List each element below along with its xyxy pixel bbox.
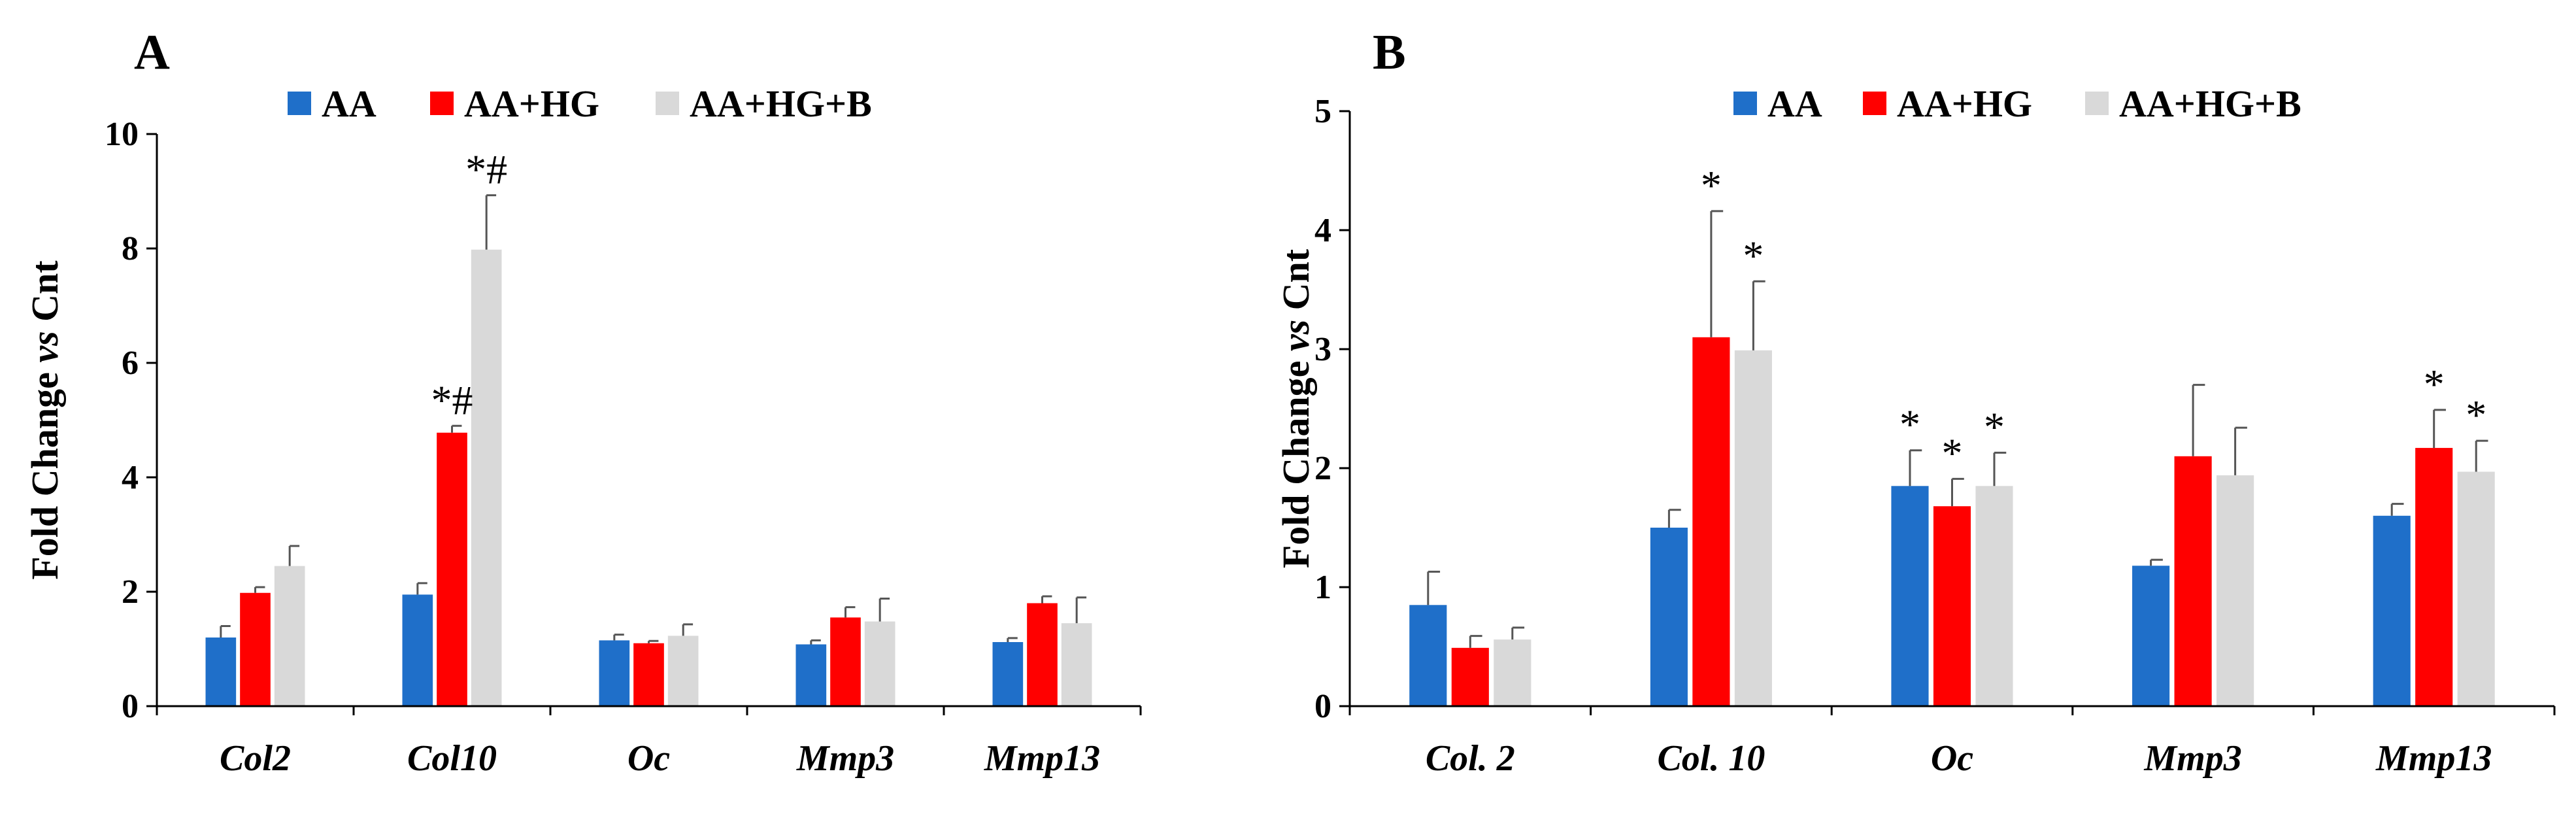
bar: [992, 642, 1024, 706]
bar: [599, 640, 630, 706]
y-axis-title-part: Cnt: [1275, 248, 1317, 320]
bar: [471, 249, 502, 706]
bar: [1975, 486, 2013, 706]
legend-swatch: [288, 92, 311, 115]
bar: [2457, 471, 2495, 706]
bar: [1891, 486, 1929, 706]
significance-marker: *: [1942, 430, 1963, 476]
significance-marker: *#: [465, 146, 507, 193]
y-tick-label: 4: [122, 459, 139, 496]
y-axis-title-part: vs: [1275, 320, 1317, 351]
bar: [1061, 623, 1092, 706]
legend-label: AA: [322, 82, 376, 125]
y-tick-label: 2: [1314, 450, 1331, 487]
significance-marker: *#: [431, 377, 473, 423]
legend-swatch: [2085, 92, 2109, 115]
significance-marker: *: [1701, 162, 1722, 209]
bar: [2132, 566, 2170, 706]
legend-label: AA+HG: [464, 82, 599, 125]
y-axis-title: Fold Change vs Cnt: [24, 260, 66, 580]
bar: [205, 638, 237, 706]
bar: [1650, 528, 1688, 706]
bar: [240, 592, 271, 706]
x-tick-label: Oc: [627, 738, 670, 779]
bar: [2174, 456, 2212, 706]
y-axis-title-part: Fold Change: [1275, 351, 1317, 568]
significance-marker: *: [2424, 361, 2445, 407]
legend-label: AA+HG+B: [2119, 82, 2301, 125]
x-tick-label: Col10: [407, 738, 497, 779]
x-tick-label: Oc: [1931, 738, 1973, 779]
bar: [274, 566, 305, 706]
bar: [864, 621, 895, 706]
bar: [402, 594, 433, 706]
panel-letter: A: [134, 25, 170, 80]
y-axis-title-part: Fold Change: [24, 363, 66, 580]
significance-marker: *: [1899, 401, 1920, 448]
significance-marker: *: [2466, 392, 2486, 438]
significance-marker: *: [1984, 403, 2005, 450]
x-tick-label: Col. 10: [1657, 738, 1765, 779]
legend-label: AA: [1767, 82, 1822, 125]
significance-marker: *: [1743, 232, 1764, 279]
legend-label: AA+HG: [1897, 82, 2032, 125]
y-tick-label: 2: [122, 573, 139, 611]
y-axis-title: Fold Change vs Cnt: [1275, 248, 1317, 568]
panel-letter: B: [1373, 25, 1406, 80]
y-tick-label: 0: [122, 688, 139, 725]
bar: [1734, 350, 1772, 706]
bar: [795, 644, 827, 706]
bar: [2216, 475, 2254, 706]
legend-swatch: [1733, 92, 1757, 115]
y-tick-label: 4: [1314, 212, 1331, 249]
bar: [1027, 603, 1058, 706]
y-axis-title-part: vs: [24, 331, 66, 362]
x-tick-label: Mmp3: [2143, 738, 2241, 779]
x-tick-label: Col2: [220, 738, 291, 779]
y-tick-label: 8: [122, 230, 139, 267]
legend-swatch: [656, 92, 679, 115]
bar: [1409, 605, 1447, 706]
x-tick-label: Mmp3: [796, 738, 894, 779]
x-tick-label: Mmp13: [984, 738, 1100, 779]
x-tick-label: Col. 2: [1426, 738, 1515, 779]
bar: [1692, 337, 1730, 706]
legend-swatch: [1863, 92, 1886, 115]
y-tick-label: 6: [122, 345, 139, 382]
y-tick-label: 5: [1314, 93, 1331, 130]
y-axis-title-part: Cnt: [24, 260, 66, 332]
bar: [2415, 448, 2453, 706]
bar: [1451, 647, 1489, 706]
legend-label: AA+HG+B: [690, 82, 872, 125]
bar: [1933, 506, 1971, 706]
bar: [667, 636, 699, 706]
bar: [830, 617, 861, 706]
y-tick-label: 10: [105, 116, 139, 153]
bar: [437, 432, 467, 706]
x-tick-label: Mmp13: [2375, 738, 2492, 779]
bar: [1494, 639, 1531, 706]
legend-swatch: [430, 92, 454, 115]
y-tick-label: 1: [1314, 569, 1331, 606]
y-tick-label: 3: [1314, 331, 1331, 368]
y-tick-label: 0: [1314, 688, 1331, 725]
bar: [633, 643, 664, 706]
bar: [2373, 515, 2411, 706]
